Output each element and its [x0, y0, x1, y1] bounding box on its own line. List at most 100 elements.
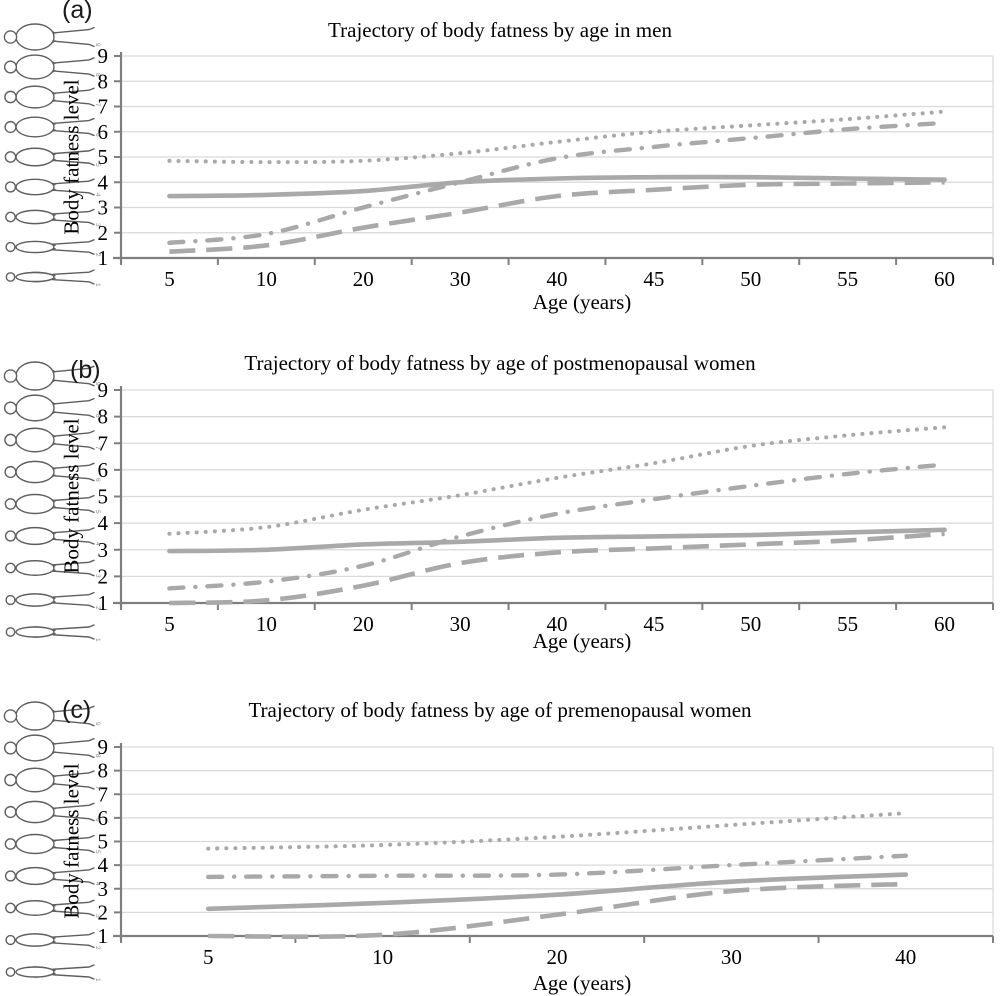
figure-head	[5, 241, 16, 253]
figure-torso	[15, 427, 55, 453]
figure-head	[4, 120, 17, 134]
figure-legs	[52, 559, 95, 577]
x-tick-label: 55	[837, 267, 858, 291]
figure-torso	[15, 209, 55, 225]
panel-b-postmenopausal-women-chart: (b) Trajectory of body fatness by age of…	[0, 330, 1000, 660]
figure-head	[3, 741, 18, 755]
y-tick-label: 9	[98, 378, 109, 402]
x-tick-label: 50	[740, 267, 761, 291]
x-tick-label: 45	[643, 267, 664, 291]
figure-legs	[52, 527, 95, 545]
figure-legs	[52, 624, 95, 640]
y-tick-label: 5	[98, 145, 109, 169]
figure-head	[4, 465, 17, 479]
figure-head	[4, 498, 17, 510]
y-tick-label: 9	[98, 735, 109, 759]
figure-head	[4, 433, 17, 447]
body-fatness-figure-icon: 7	[4, 427, 101, 453]
x-axis-title: Age (years)	[532, 290, 632, 314]
figure-level-number: 6	[94, 818, 101, 822]
figure-torso	[15, 240, 55, 254]
figure-legs	[52, 462, 95, 482]
figure-legs	[52, 867, 95, 885]
body-fatness-figure-icon: 6	[4, 800, 101, 824]
y-tick-label: 8	[98, 405, 109, 429]
y-tick-label: 7	[98, 95, 109, 119]
figure-level-number: 1	[94, 638, 101, 642]
figure-torso	[15, 178, 55, 196]
figure-torso	[15, 833, 55, 855]
body-fatness-figure-icon: 9	[3, 23, 101, 51]
series-solid-line	[205, 872, 909, 912]
x-tick-label: 50	[740, 612, 761, 636]
x-tick-label: 20	[353, 267, 374, 291]
body-fatness-figure-icon: 5	[4, 147, 101, 167]
y-tick-label: 5	[98, 830, 109, 854]
panel-a-men-chart: (a) Trajectory of body fatness by age in…	[0, 0, 1000, 330]
figure-legs	[52, 802, 95, 822]
figure-level-number: 4	[94, 882, 101, 886]
figure-head	[5, 902, 16, 914]
y-tick-label: 1	[98, 591, 109, 615]
figure-level-number: 8	[94, 73, 101, 77]
y-tick-label: 7	[98, 431, 109, 455]
series-upper-dotted-line	[167, 109, 947, 165]
figure-torso	[15, 85, 55, 109]
figure-legs	[52, 208, 95, 226]
figure-legs	[52, 964, 95, 980]
figure-head	[5, 594, 16, 606]
figure-legs	[52, 737, 95, 759]
figure-torso	[15, 116, 55, 138]
figure-torso	[15, 493, 55, 515]
x-tick-label: 60	[934, 612, 955, 636]
figure-torso	[15, 734, 55, 762]
y-tick-label: 8	[98, 69, 109, 93]
figure-head	[5, 934, 16, 946]
chart-title: Trajectory of body fatness by age in men	[328, 18, 672, 42]
y-tick-label: 1	[98, 246, 109, 270]
body-fatness-figure-icon: 4	[4, 526, 101, 546]
x-tick-label: 60	[934, 267, 955, 291]
body-fatness-figure-icon: 8	[3, 734, 101, 762]
figure-head	[4, 805, 17, 819]
figure-legs	[52, 148, 95, 166]
figure-torso	[15, 460, 55, 484]
x-tick-label: 40	[547, 612, 568, 636]
figure-level-number: 4	[94, 542, 101, 546]
figure-head	[4, 151, 17, 163]
figure-legs	[52, 87, 95, 107]
body-fatness-figure-icon: 3	[5, 899, 101, 918]
y-tick-label: 6	[98, 806, 109, 830]
body-fatness-figure-icon: 9	[3, 361, 101, 391]
y-tick-label: 6	[98, 458, 109, 482]
figure-legs	[52, 397, 95, 419]
figure-legs	[52, 26, 95, 48]
figure-torso	[15, 800, 55, 824]
figure-head	[4, 838, 17, 850]
chart-title: Trajectory of body fatness by age of pre…	[248, 698, 752, 722]
y-tick-label: 2	[98, 900, 109, 924]
x-tick-label: 5	[203, 945, 214, 969]
series-upper-dotted-line	[206, 811, 908, 851]
body-fatness-figure-icon: 3	[5, 559, 101, 578]
x-tick-label: 10	[256, 267, 277, 291]
figure-level-number: 7	[94, 446, 101, 450]
figure-torso	[15, 147, 55, 167]
x-tick-label: 40	[895, 945, 916, 969]
figure-torso	[15, 271, 55, 283]
y-tick-label: 3	[98, 877, 109, 901]
figure-head	[3, 30, 18, 44]
body-fatness-figure-icon: 8	[3, 394, 101, 422]
body-silhouette-column: 9 8 7 6 5 4 3 2 1	[2, 22, 102, 288]
figure-level-number: 8	[94, 414, 101, 418]
figure-head	[4, 181, 17, 193]
figure-torso	[15, 866, 55, 886]
x-tick-label: 20	[353, 612, 374, 636]
body-silhouette-column: 9 8 7 6 5 4 3 2 1	[2, 700, 102, 988]
series-solid-line	[167, 527, 947, 554]
chart-title: Trajectory of body fatness by age of pos…	[244, 351, 756, 375]
figure-legs	[52, 57, 95, 77]
figure-level-number: 3	[94, 914, 101, 918]
y-tick-label: 2	[98, 221, 109, 245]
